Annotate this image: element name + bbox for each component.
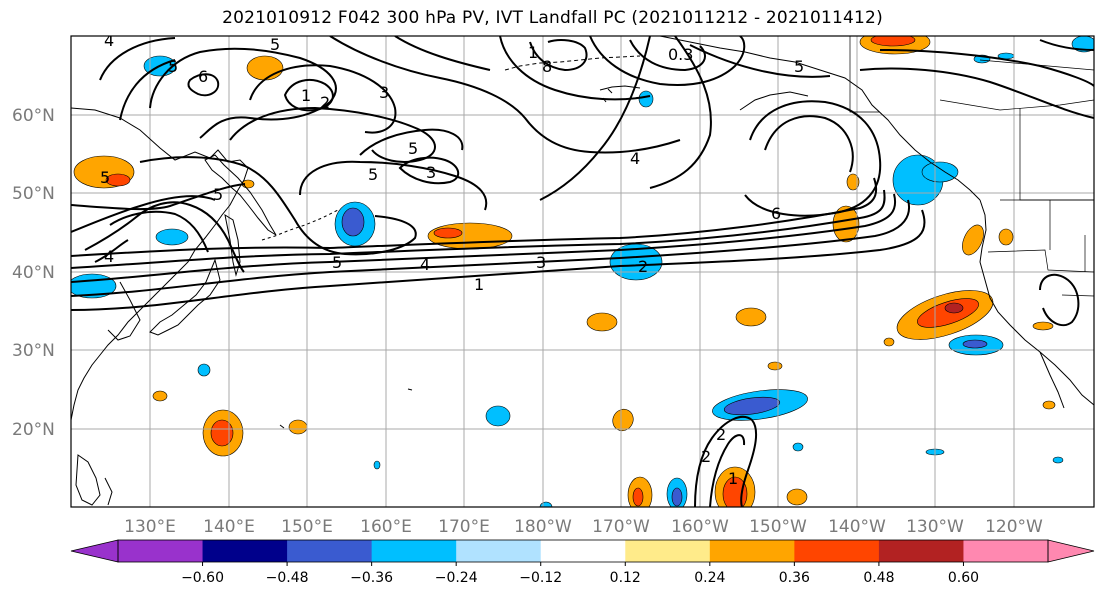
lat-label: 40°N [12, 263, 55, 283]
colorbar-swatch [456, 540, 542, 562]
colorbar-swatch [794, 540, 880, 562]
contour-label: 4 [420, 255, 430, 274]
colorbar-tick-label: −0.12 [519, 570, 562, 586]
colorbar-tick-label: 0.12 [610, 570, 641, 586]
colorbar-swatch [118, 540, 204, 562]
colorbar-swatch [202, 540, 288, 562]
colorbar-tick-label: −0.24 [435, 570, 478, 586]
lon-label: 160°E [360, 517, 412, 537]
contour-label: 6 [198, 67, 208, 86]
contour-label: 5 [368, 165, 378, 184]
colorbar-tick-label: 0.36 [779, 570, 810, 586]
colorbar-tick-label: −0.48 [266, 570, 309, 586]
colorbar-swatch [540, 540, 626, 562]
contour-label: 8 [542, 57, 552, 76]
political-borders [849, 36, 1094, 297]
contour-label: 4 [630, 149, 640, 168]
lon-label: 160°W [671, 517, 729, 537]
contour-label: 0.3 [668, 45, 693, 64]
latitude-labels: 60°N 50°N 40°N 30°N 20°N [12, 106, 55, 440]
lon-label: 170°W [592, 517, 650, 537]
contour-label: 5 [270, 35, 280, 54]
contour-label: 1 [728, 469, 738, 488]
pv-contours [71, 36, 1094, 507]
lat-label: 20°N [12, 420, 55, 440]
colorbar-tick-label: −0.60 [181, 570, 224, 586]
colorbar-frame [117, 539, 1049, 563]
colorbar-extend-high [1047, 539, 1095, 563]
pv-anomaly-fills [71, 36, 1094, 507]
lon-label: 140°W [828, 517, 886, 537]
colorbar-tick-label: 0.60 [948, 570, 979, 586]
lon-label: 150°W [749, 517, 807, 537]
colorbar-swatch [625, 540, 711, 562]
lon-label: 130°E [124, 517, 176, 537]
contour-label: 3 [536, 253, 546, 272]
contour-label: 1 [528, 43, 538, 62]
lon-label: 120°W [985, 517, 1043, 537]
contour-label: 5 [332, 253, 342, 272]
contour-label: 5 [408, 139, 418, 158]
colorbar-swatch [371, 540, 457, 562]
lat-label: 50°N [12, 184, 55, 204]
contour-label: 4 [104, 247, 114, 266]
colorbar-swatch [878, 540, 964, 562]
longitude-labels: 130°E 140°E 150°E 160°E 170°E 180°W 170°… [124, 517, 1043, 537]
colorbar-tick-label: 0.24 [694, 570, 725, 586]
pv-contour-labels: 4 5 6 5 1 2 3 5 4 5 3 5 1 8 0.3 5 4 6 5 … [100, 31, 804, 488]
contour-label: 1 [474, 275, 484, 294]
colorbar-swatch [709, 540, 795, 562]
contour-label: 2 [701, 447, 711, 466]
lon-label: 180°W [514, 517, 572, 537]
lon-label: 130°W [906, 517, 964, 537]
contour-label: 1 [301, 86, 311, 105]
map-frame [70, 35, 1095, 508]
contour-label: 2 [638, 257, 648, 276]
colorbar-tick-label: −0.36 [350, 570, 393, 586]
contour-label: 2 [716, 425, 726, 444]
contour-label: 3 [426, 163, 436, 182]
colorbar-swatch [963, 540, 1049, 562]
colorbar: −0.60 −0.48 −0.36 −0.24 −0.12 0.12 0.24 0.36 0.4… [70, 539, 1095, 586]
contour-label: 5 [100, 168, 110, 187]
colorbar-extend-low [70, 539, 119, 563]
colorbar-tick-label: 0.48 [863, 570, 894, 586]
contour-label: 5 [213, 185, 223, 204]
map-title: 2021010912 F042 300 hPa PV, IVT Landfall… [222, 8, 883, 28]
contour-label: 2 [320, 93, 330, 112]
contour-label: 3 [379, 83, 389, 102]
contour-label: 4 [104, 31, 114, 50]
lat-label: 60°N [12, 106, 55, 126]
colorbar-swatch [287, 540, 373, 562]
contour-label: 6 [771, 204, 781, 223]
contour-label: 5 [794, 57, 804, 76]
contour-label: 5 [168, 57, 178, 76]
lon-label: 140°E [203, 517, 255, 537]
lon-label: 170°E [438, 517, 490, 537]
lon-label: 150°E [281, 517, 333, 537]
lat-label: 30°N [12, 341, 55, 361]
